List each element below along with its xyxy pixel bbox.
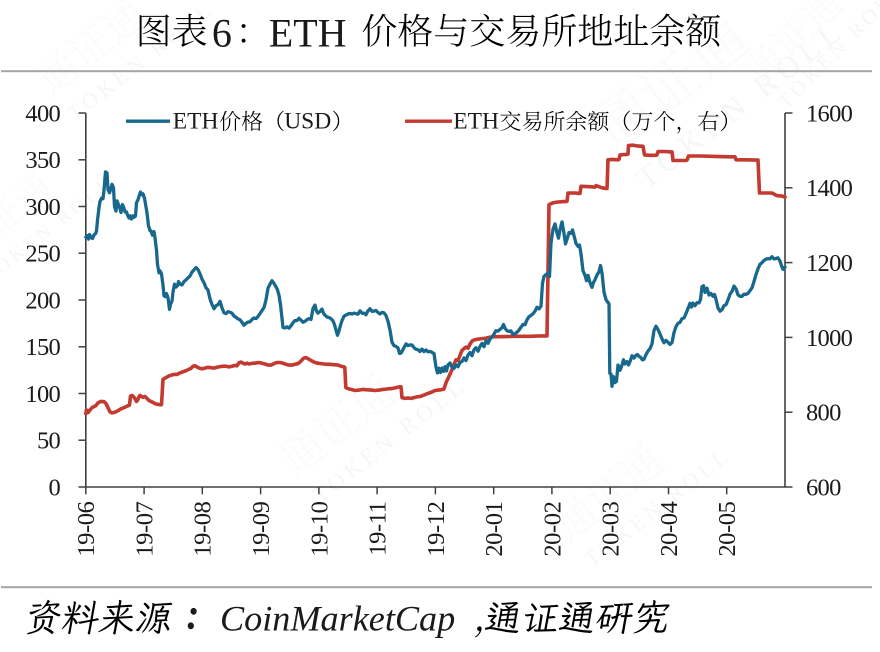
- svg-text:19-10: 19-10: [306, 501, 333, 556]
- svg-text:CoinMarketCap: CoinMarketCap: [220, 599, 455, 639]
- svg-text:19-11: 19-11: [365, 502, 392, 556]
- svg-text:19-08: 19-08: [190, 501, 217, 556]
- svg-text:19-07: 19-07: [132, 501, 159, 556]
- svg-text:1200: 1200: [806, 250, 853, 277]
- svg-text:20-01: 20-01: [481, 502, 508, 557]
- svg-text:150: 150: [25, 334, 60, 361]
- svg-text:20-05: 20-05: [714, 501, 741, 556]
- svg-text:20-03: 20-03: [598, 501, 625, 556]
- svg-text:1000: 1000: [806, 325, 853, 352]
- svg-text:100: 100: [25, 381, 60, 408]
- svg-text:ETH: ETH: [173, 108, 219, 134]
- svg-text:ETH: ETH: [269, 10, 347, 55]
- svg-text:0: 0: [49, 474, 61, 501]
- svg-text:800: 800: [806, 400, 841, 427]
- svg-text:ETH: ETH: [453, 108, 499, 134]
- svg-text:19-12: 19-12: [423, 502, 450, 557]
- svg-text:350: 350: [25, 147, 60, 174]
- svg-text:1600: 1600: [806, 100, 853, 127]
- svg-text:50: 50: [37, 428, 61, 455]
- svg-text:19-09: 19-09: [248, 501, 275, 556]
- svg-text:300: 300: [25, 194, 60, 221]
- svg-text:200: 200: [25, 287, 60, 314]
- svg-text:250: 250: [25, 241, 60, 268]
- svg-text:600: 600: [806, 474, 841, 501]
- svg-text:19-06: 19-06: [73, 501, 100, 556]
- svg-text:20-02: 20-02: [539, 502, 566, 557]
- svg-text:400: 400: [25, 100, 60, 127]
- svg-text:1400: 1400: [806, 175, 853, 202]
- svg-text:20-04: 20-04: [656, 501, 683, 556]
- svg-text:USD: USD: [284, 108, 331, 134]
- svg-text:6: 6: [212, 10, 232, 55]
